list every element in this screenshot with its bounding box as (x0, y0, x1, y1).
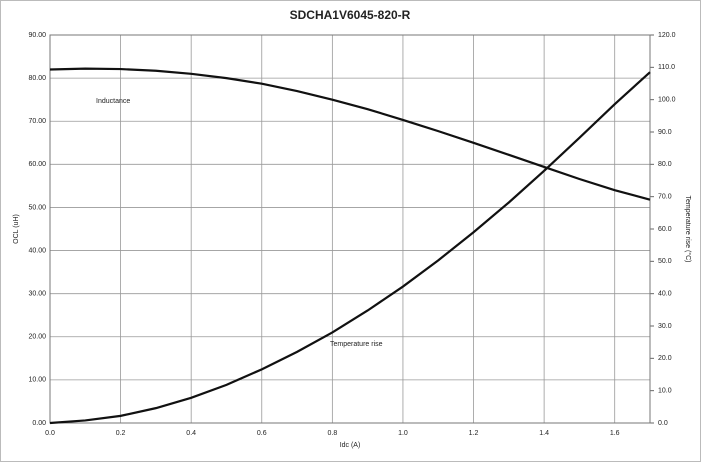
y2-tick-label: 10.0 (658, 388, 672, 395)
plot-area (49, 34, 651, 424)
y-tick-label: 50.00 (28, 204, 46, 211)
annotation: Temperature rise (330, 341, 383, 348)
y2-tick-label: 70.0 (658, 194, 672, 201)
y-tick-label: 80.00 (28, 75, 46, 82)
x-tick-label: 1.6 (610, 430, 620, 437)
x-tick-label: 1.0 (398, 430, 408, 437)
y2-tick-label: 20.0 (658, 355, 672, 362)
y2-tick-label: 120.0 (658, 32, 676, 39)
y2-tick-label: 0.0 (658, 420, 668, 427)
y2-tick-label: 50.0 (658, 258, 672, 265)
annotation: Inductance (96, 98, 130, 105)
y2-tick-label: 110.0 (658, 64, 675, 71)
x-tick-label: 0.0 (45, 430, 55, 437)
x-axis-label: Idc (A) (340, 442, 361, 449)
y-tick-label: 40.00 (28, 247, 46, 254)
y-tick-label: 90.00 (28, 32, 46, 39)
y2-tick-label: 90.0 (658, 129, 672, 136)
x-tick-label: 1.4 (539, 430, 549, 437)
chart-title: SDCHA1V6045-820-R (290, 8, 411, 22)
x-tick-label: 0.4 (186, 430, 196, 437)
y2-tick-label: 40.0 (658, 291, 672, 298)
y-tick-label: 30.00 (28, 291, 46, 298)
y-tick-label: 0.00 (32, 420, 46, 427)
line-series (49, 71, 651, 425)
y2-axis-label: Temperature rise (°C) (684, 196, 692, 263)
x-tick-label: 1.2 (469, 430, 479, 437)
y-tick-label: 70.00 (28, 118, 46, 125)
y2-tick-label: 80.0 (658, 161, 672, 168)
y2-tick-label: 60.0 (658, 226, 672, 233)
x-tick-label: 0.2 (116, 430, 126, 437)
y-axis-label: OCL (uH) (13, 214, 20, 244)
y2-tick-label: 30.0 (658, 323, 672, 330)
y-tick-label: 60.00 (28, 161, 46, 168)
x-tick-label: 0.8 (327, 430, 337, 437)
y-tick-label: 10.00 (28, 377, 46, 384)
y2-tick-label: 100.0 (658, 97, 676, 104)
y-tick-label: 20.00 (28, 334, 46, 341)
line-series (49, 67, 651, 201)
x-tick-label: 0.6 (257, 430, 267, 437)
